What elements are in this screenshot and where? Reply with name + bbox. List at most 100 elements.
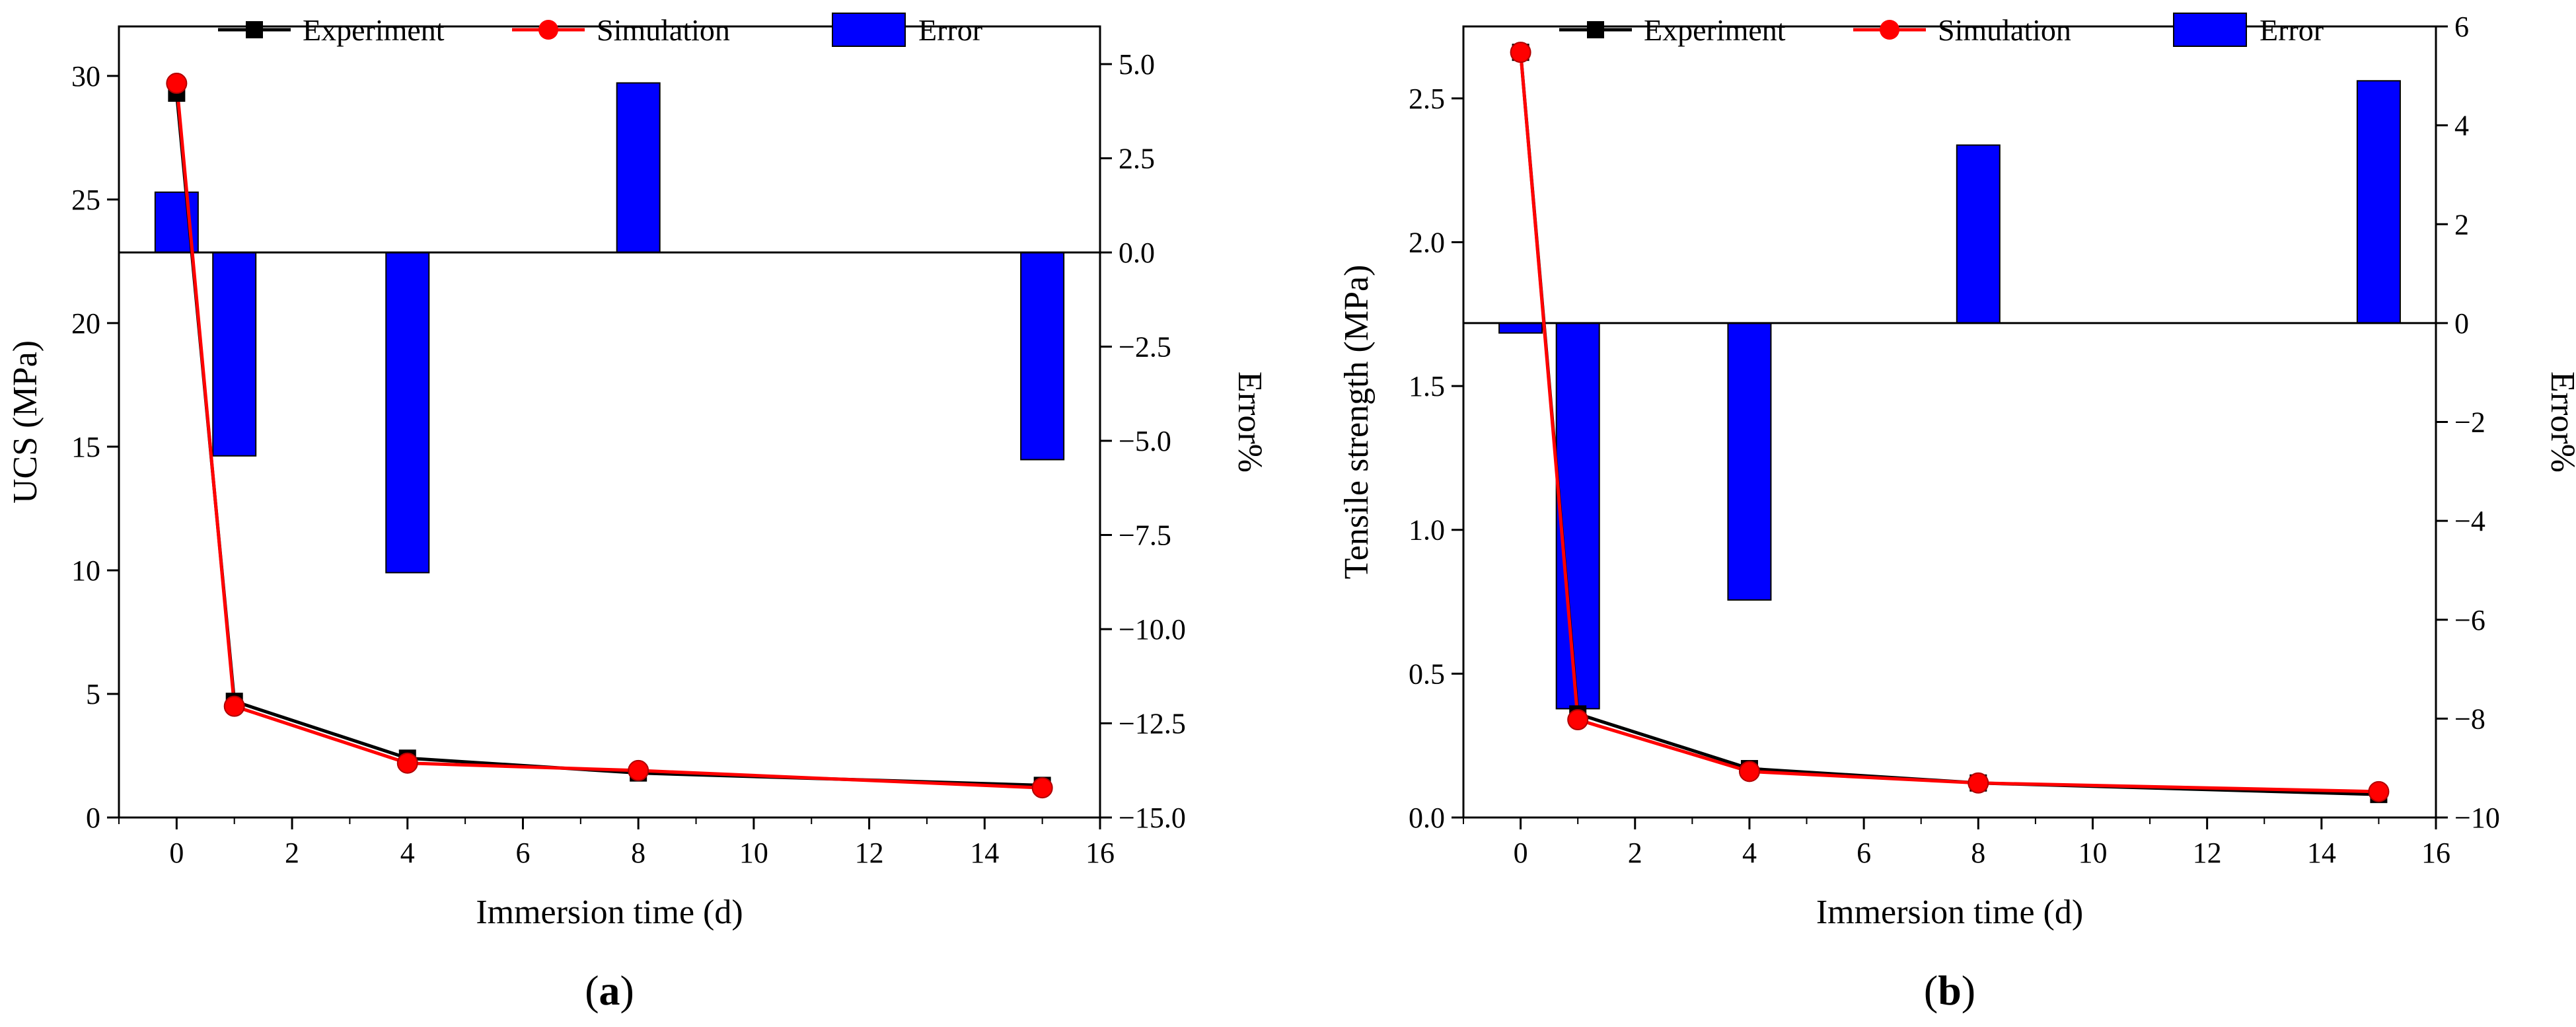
y2-axis-label: Error% [1231,371,1269,473]
panel-letter: b [1938,967,1962,1014]
data-lines [166,73,1053,799]
legend-simulation-marker [1880,20,1899,40]
y-tick-label: 5 [86,678,100,710]
y2-tick-label: 6 [2454,11,2469,43]
legend-simulation-label: Simulation [1938,13,2071,47]
y2-tick-label: −10 [2454,802,2500,834]
y-axis-label: UCS (MPa) [7,340,44,504]
panel-a: 0 2 4 6 8 10 12 14 16 0 5 10 15 20 25 30 −15.0 −12.5 −10… [7,13,1269,1014]
plot-frame [118,25,1101,819]
x-tick-label: 0 [1514,837,1528,869]
error-bar [1727,322,1772,601]
y2-tick-label: −12.5 [1119,708,1186,740]
y2-tick-label: 4 [2454,110,2469,142]
y2-tick-label: 2.5 [1119,143,1155,175]
simulation-line [1519,52,2379,794]
error-bars [119,82,1100,574]
y2-tick-label: −4 [2454,505,2485,537]
panel-label: (b) [1924,967,1975,1014]
x-tick-label: 10 [739,837,768,869]
y2-tick-label: −10.0 [1119,613,1186,646]
legend-simulation-marker [538,20,558,40]
x-tick-label: 14 [2307,837,2336,869]
x-tick-label: 0 [169,837,184,869]
experiment-line [1519,52,2379,796]
y-tick-label: 1.0 [1409,514,1445,547]
error-bar [616,82,661,253]
y2-tick-label: −15.0 [1119,802,1186,834]
y2-tick-label: 5.0 [1119,48,1155,81]
y-tick-label: 2.5 [1409,83,1445,115]
y2-axis-label: Error% [2544,371,2576,473]
y2-tick-label: −8 [2454,703,2485,735]
legend-error-swatch [832,13,906,47]
y-axis-ticks: 0.0 0.5 1.0 1.5 2.0 2.5 [1409,83,1463,834]
legend-experiment-marker [246,21,263,38]
simulation-point [1031,777,1053,799]
y-tick-label: 0 [86,802,100,834]
error-bars [1463,80,2436,710]
panel-letter: a [599,967,620,1014]
simulation-point [1567,709,1589,731]
y2-tick-label: −5.0 [1119,425,1171,457]
legend: Experiment Simulation Error [218,13,982,47]
error-bar [1555,322,1600,710]
y-tick-label: 15 [71,431,100,463]
legend: Experiment Simulation Error [1559,13,2324,47]
simulation-point [166,73,188,95]
simulation-point [1738,761,1760,782]
y2-tick-label: 2 [2454,208,2469,241]
legend-experiment-label: Experiment [1644,13,1786,47]
legend-simulation-label: Simulation [597,13,730,47]
x-axis-label: Immersion time (d) [476,894,743,931]
experiment-line [174,93,1043,787]
y-tick-label: 30 [71,60,100,93]
x-tick-label: 16 [2421,837,2450,869]
error-bar [1498,322,1543,334]
simulation-point [1510,42,1531,63]
simulation-point [396,752,418,774]
y-tick-label: 20 [71,307,100,340]
data-lines [1510,42,2390,804]
y2-tick-label: −6 [2454,604,2485,636]
simulation-point [1968,772,1989,794]
y-tick-label: 25 [71,184,100,216]
y-tick-label: 10 [71,554,100,587]
y-tick-label: 0.5 [1409,658,1445,690]
y-tick-label: 1.5 [1409,370,1445,402]
simulation-line [174,83,1043,790]
error-bar [1020,252,1065,461]
y-tick-label: 0.0 [1409,802,1445,834]
y2-tick-label: −2.5 [1119,331,1171,363]
legend-experiment-label: Experiment [303,13,445,47]
legend-experiment-marker [1587,21,1604,38]
y2-tick-label: −7.5 [1119,519,1171,552]
y2-axis-ticks: −15.0 −12.5 −10.0 −7.5 −5.0 −2.5 0.0 2.5 5.0 [1100,48,1186,834]
x-tick-label: 8 [631,837,645,869]
x-tick-label: 14 [970,837,999,869]
simulation-point [628,759,649,781]
x-axis-ticks: 0 2 4 6 8 10 12 14 16 [118,818,1115,869]
y2-tick-label: 0 [2454,307,2469,340]
x-tick-label: 4 [1742,837,1757,869]
y2-axis-ticks: −10 −8 −6 −4 −2 0 2 4 6 [2436,11,2500,834]
x-tick-label: 6 [515,837,530,869]
x-tick-label: 16 [1086,837,1115,869]
panel-label: (a) [585,967,634,1014]
x-tick-label: 6 [1857,837,1871,869]
legend-error-label: Error [918,13,982,47]
x-tick-label: 12 [855,837,884,869]
x-tick-label: 12 [2193,837,2222,869]
y2-tick-label: −2 [2454,406,2485,439]
x-tick-label: 8 [1971,837,1985,869]
y-axis-ticks: 0 5 10 15 20 25 30 [71,60,119,834]
x-tick-label: 2 [1628,837,1642,869]
x-axis-label: Immersion time (d) [1816,894,2083,931]
error-bar [2356,80,2401,324]
error-bar [385,252,430,574]
error-bar [212,252,257,457]
y-tick-label: 2.0 [1409,226,1445,258]
legend-error-swatch [2173,13,2247,47]
x-axis-ticks: 0 2 4 6 8 10 12 14 16 [1463,818,2450,869]
